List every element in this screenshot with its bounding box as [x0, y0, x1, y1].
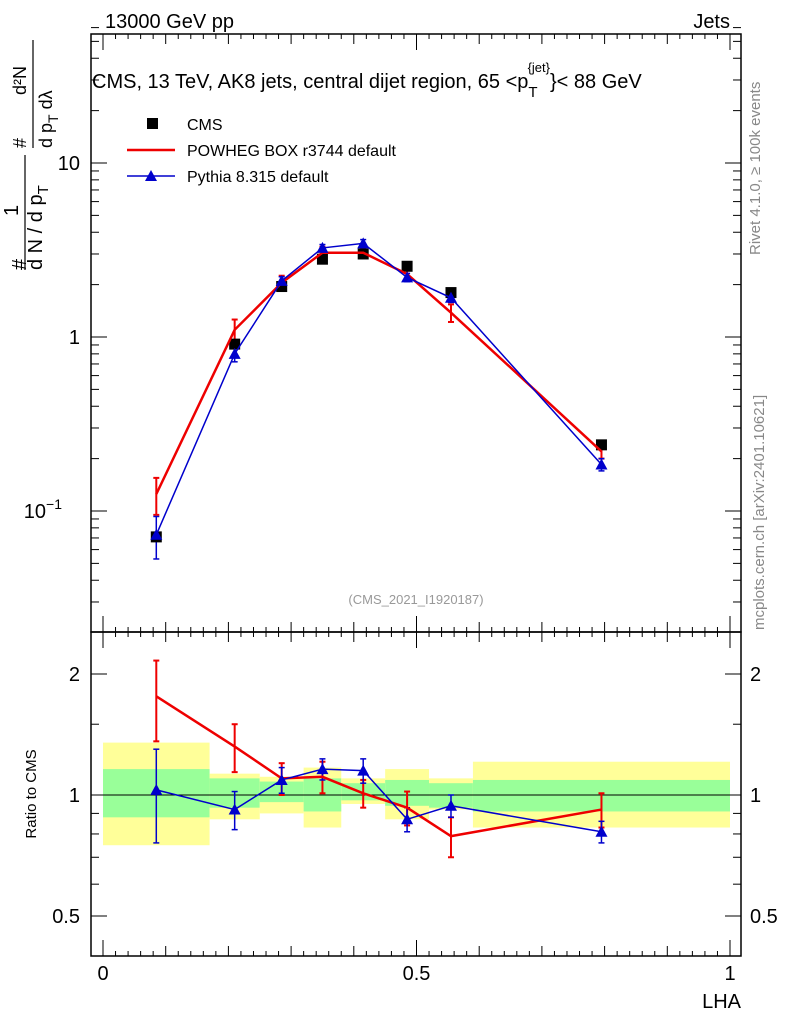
x-tick-label: 0: [97, 963, 108, 985]
pythia-line: [155, 242, 603, 536]
header-right: Jets: [693, 11, 730, 33]
y-tick-label-main: 1: [69, 327, 80, 349]
pythia-point: [316, 241, 329, 253]
y-label-num: d²N: [10, 66, 30, 95]
pythia-ratio-point: [150, 783, 163, 795]
axis-ticks: 0 0.5 1 10 1 10−1 2 2 1 1 0.5 0.5: [24, 27, 778, 985]
analysis-id: (CMS_2021_I1920187): [348, 592, 483, 607]
y-label-num-hash: #: [10, 138, 30, 148]
x-tick-label: 1: [724, 963, 735, 985]
y-label-one: 1: [1, 205, 23, 216]
y-label-den: d pT dλ: [36, 90, 61, 148]
y-tick-label-main: 10: [58, 153, 80, 175]
pythia-ratio-point: [316, 763, 329, 775]
pythia-point: [401, 271, 414, 283]
y-tick-label-ratio: 1: [69, 785, 80, 807]
y-tick-label-main-exp: 10−1: [24, 496, 62, 523]
pythia-point: [595, 458, 608, 470]
legend: CMS POWHEG BOX r3744 default Pythia 8.31…: [127, 117, 397, 186]
cms-data-point: [276, 281, 288, 293]
mcplots-label: mcplots.cern.ch [arXiv:2401.10621]: [751, 395, 768, 630]
powheg-line: [155, 251, 603, 495]
pythia-ratio-point: [444, 799, 457, 811]
legend-pythia-marker: [145, 170, 157, 181]
pythia-point: [150, 528, 163, 540]
ratio-y-axis-label: Ratio to CMS: [23, 749, 40, 838]
pythia-ratio-point: [357, 764, 370, 776]
pythia-ratio-point: [275, 773, 288, 785]
pythia-point: [228, 347, 241, 359]
y-tick-label-ratio-right: 1: [750, 785, 761, 807]
x-axis-label: LHA: [702, 991, 742, 1013]
main-y-axis-label: # 1 d N / d pT # d²N d pT dλ: [1, 40, 61, 270]
pythia-ratio-point: [228, 803, 241, 815]
legend-pythia-label: Pythia 8.315 default: [187, 169, 329, 186]
pythia-ratio-point: [401, 813, 414, 825]
legend-cms-label: CMS: [187, 117, 223, 134]
main-plot-marks: [150, 237, 608, 560]
ratio-plot-marks: [150, 659, 608, 859]
powheg-ratio-line: [155, 695, 602, 838]
y-tick-label-ratio-right: 2: [750, 664, 761, 686]
cms-data-point: [401, 260, 413, 272]
y-tick-label-ratio: 2: [69, 664, 80, 686]
pythia-point: [275, 274, 288, 286]
legend-powheg-label: POWHEG BOX r3744 default: [187, 143, 397, 160]
cms-data-point: [229, 338, 241, 350]
cms-data-point: [316, 253, 328, 265]
rivet-label: Rivet 4.1.0, ≥ 100k events: [747, 82, 764, 255]
pythia-ratio-point: [595, 825, 608, 837]
y-tick-label-ratio: 0.5: [52, 906, 80, 928]
ratio-uncertainty-bands: [91, 742, 741, 846]
x-tick-label: 0.5: [403, 963, 431, 985]
chart-title: CMS, 13 TeV, AK8 jets, central dijet reg…: [92, 60, 642, 101]
pythia-point: [357, 237, 370, 249]
legend-cms-marker: [147, 118, 158, 129]
y-tick-label-ratio-right: 0.5: [750, 906, 778, 928]
pythia-point: [444, 291, 457, 303]
header-left: 13000 GeV pp: [105, 11, 234, 33]
pythia-ratio-line: [156, 768, 602, 833]
cms-data-point: [595, 439, 607, 451]
y-label-dn: d N / d pT: [25, 185, 52, 270]
